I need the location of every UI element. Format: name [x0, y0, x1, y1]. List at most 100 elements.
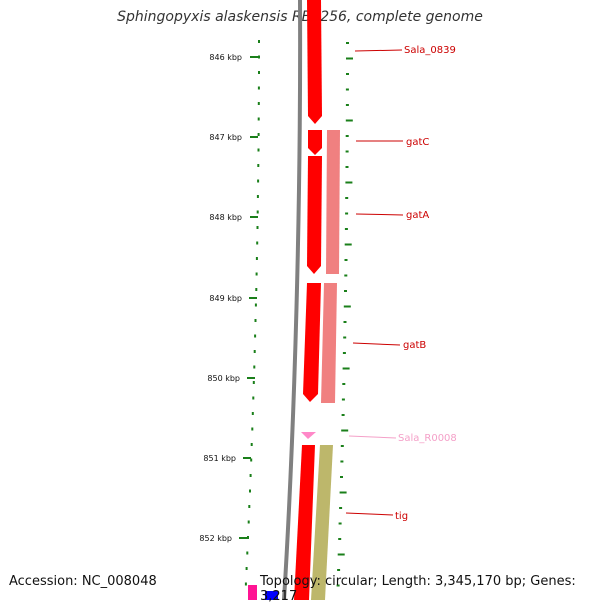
gene-gata-arrow[interactable] — [307, 156, 322, 274]
gc-content-mark — [251, 427, 254, 431]
gc-content-mark — [256, 241, 259, 245]
tick-label-850: 850 kbp — [207, 374, 240, 383]
gc-skew-mark — [341, 414, 345, 416]
gc-content-mark — [252, 396, 255, 400]
gc-content-mark — [249, 489, 251, 493]
gene-sala-r0008-arrow[interactable] — [301, 432, 316, 439]
label-gatb[interactable]: gatB — [403, 340, 426, 351]
gc-skew-mark — [342, 367, 350, 370]
gc-skew-mark — [345, 197, 349, 199]
genome-backbone — [282, 0, 303, 600]
label-tig[interactable]: tig — [395, 511, 408, 522]
gc-skew-mark — [340, 460, 344, 463]
gene-tig-arrow[interactable] — [294, 445, 315, 600]
gc-content-mark — [257, 86, 260, 90]
gc-content-mark — [251, 412, 254, 415]
gc-skew-mark — [338, 538, 342, 540]
gc-content-mark — [255, 272, 258, 276]
gc-skew-mark — [345, 166, 349, 168]
gc-skew-mark — [341, 398, 345, 401]
gc-skew-mark — [345, 119, 353, 122]
gc-skew-mark — [345, 212, 349, 215]
gc-content-mark — [258, 55, 260, 59]
bottom-marker-blue — [265, 591, 278, 600]
gc-skew-mark — [345, 135, 349, 137]
gc-content-mark — [246, 551, 249, 555]
gc-content-mark — [257, 133, 260, 136]
gc-content-mark — [248, 505, 251, 508]
gc-content-mark — [253, 350, 256, 353]
gc-content-mark — [257, 117, 260, 121]
gc-skew-mark — [345, 88, 349, 91]
gc-content-mark — [255, 257, 258, 260]
gene-gatb-arrow[interactable] — [303, 283, 321, 402]
gc-content-mark — [250, 443, 253, 446]
gc-skew-mark — [344, 243, 352, 246]
leader-sala-r0008 — [348, 435, 397, 439]
bottom-marker-magenta — [248, 585, 257, 600]
tick-label-847: 847 kbp — [209, 133, 242, 142]
gc-skew-mark — [340, 476, 343, 478]
gc-skew-mark — [338, 522, 342, 525]
gc-skew-mark — [345, 150, 349, 153]
label-sala-r0008[interactable]: Sala_R0008 — [398, 433, 457, 444]
gc-content-mark — [254, 334, 257, 338]
gc-skew-mark — [344, 259, 348, 261]
gc-content-mark — [257, 164, 260, 167]
gc-skew-mark — [340, 445, 344, 447]
leader-tig — [345, 512, 394, 516]
gc-skew-mark — [339, 491, 347, 494]
accession-text: Accession: NC_008048 — [9, 574, 157, 589]
gc-content-mark — [256, 210, 259, 214]
gc-content-mark — [255, 288, 258, 291]
gc-content-mark — [252, 381, 255, 384]
gc-skew-mark — [344, 228, 348, 230]
label-gata[interactable]: gatA — [406, 210, 429, 221]
gc-content-mark — [254, 319, 257, 322]
gc-skew-mark — [337, 553, 345, 556]
gc-content-mark — [257, 148, 260, 152]
cds-light-track-2 — [321, 283, 337, 403]
gc-skew-mark — [341, 429, 349, 432]
leader-sala-0839 — [354, 49, 403, 52]
gene-labels: Sala_0839 gatC gatA gatB Sala_R0008 tig — [395, 45, 457, 522]
gc-content-mark — [244, 582, 247, 586]
gc-skew-mark — [343, 336, 347, 339]
tick-label-848: 848 kbp — [209, 213, 242, 222]
tick-label-846: 846 kbp — [209, 53, 242, 62]
gc-content-mark — [258, 40, 260, 43]
gc-skew-mark — [336, 584, 340, 587]
gc-skew-mark — [345, 104, 349, 106]
gene-sala-0839-arrow[interactable] — [307, 0, 322, 124]
gc-content-mark — [249, 474, 252, 477]
gc-content-mark — [256, 226, 259, 229]
tick-label-851: 851 kbp — [203, 454, 236, 463]
gc-skew-track — [336, 42, 353, 587]
gc-skew-mark — [343, 305, 351, 308]
gc-skew-mark — [346, 57, 353, 60]
gc-content-mark — [250, 458, 253, 462]
gc-skew-mark — [346, 42, 349, 44]
gc-skew-mark — [342, 383, 346, 385]
gc-content-mark — [257, 179, 260, 183]
gc-skew-mark — [345, 181, 353, 184]
gc-skew-mark — [344, 290, 347, 292]
gc-skew-mark — [346, 73, 349, 75]
gc-skew-mark — [342, 352, 346, 354]
leader-gata — [355, 213, 404, 216]
gc-skew-mark — [339, 507, 343, 509]
gc-content-mark — [245, 567, 248, 570]
leader-gatb — [352, 342, 401, 346]
gene-gatc-arrow[interactable] — [308, 130, 322, 155]
gc-skew-mark — [337, 569, 341, 571]
gc-content-mark — [253, 365, 256, 369]
gc-content-mark — [256, 195, 259, 198]
label-gatc[interactable]: gatC — [406, 137, 429, 148]
gc-content-mark — [247, 536, 249, 539]
label-sala-0839[interactable]: Sala_0839 — [404, 45, 456, 56]
label-leaders — [345, 49, 404, 516]
gc-skew-mark — [344, 274, 348, 277]
gc-content-mark — [247, 520, 250, 524]
gc-content-mark — [254, 303, 257, 307]
